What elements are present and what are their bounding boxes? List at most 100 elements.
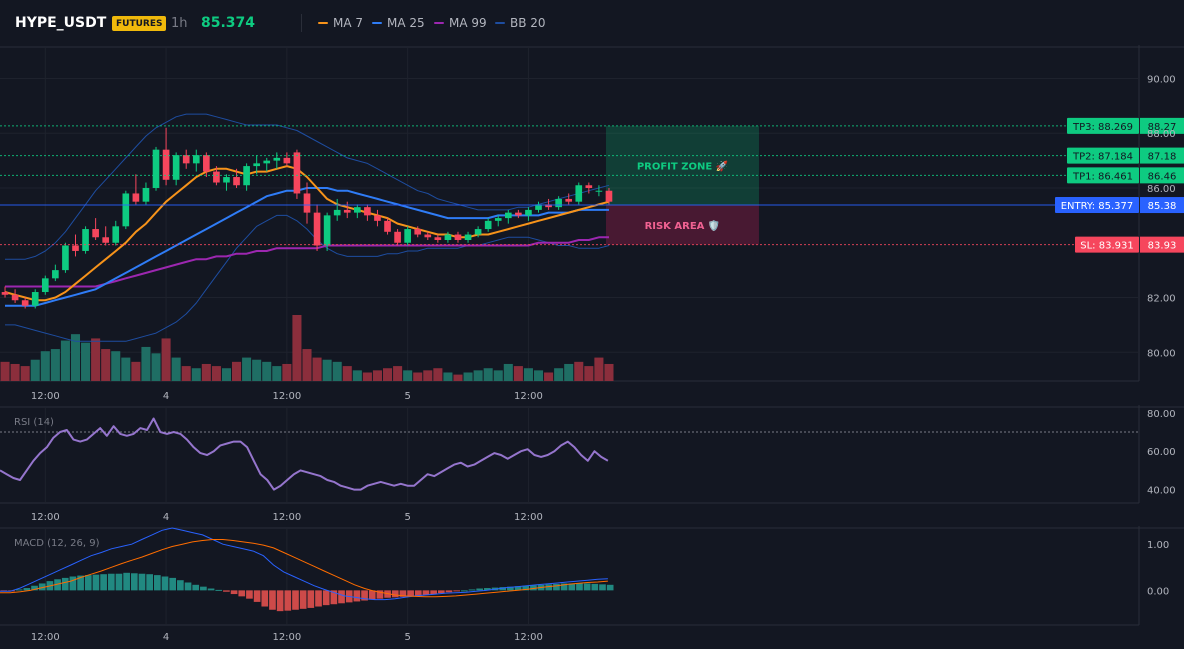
macd-histogram-bar xyxy=(368,590,376,600)
macd-histogram-bar xyxy=(414,590,422,596)
interval-label[interactable]: 1h xyxy=(171,15,188,31)
volume-bar xyxy=(362,372,372,381)
time-axis-label: 4 xyxy=(163,512,169,523)
macd-histogram-bar xyxy=(407,590,414,597)
candle-body xyxy=(605,190,613,202)
time-axis-label: 12:00 xyxy=(514,391,543,402)
price-axis-label: 88.00 xyxy=(1147,129,1176,140)
macd-histogram-bar xyxy=(430,590,437,595)
candle-body xyxy=(525,209,532,216)
symbol-name[interactable]: HYPE_USDT xyxy=(15,15,107,31)
candle-body xyxy=(172,155,180,180)
time-axis-label: 4 xyxy=(163,632,169,643)
time-axis-label: 4 xyxy=(163,391,169,402)
macd-histogram-bar xyxy=(246,590,253,599)
ma7-swatch-icon xyxy=(318,22,328,24)
volume-bar xyxy=(483,368,493,381)
volume-bar xyxy=(40,351,50,381)
risk-zone-label: RISK AREA 🛡️ xyxy=(645,219,721,232)
candle-body xyxy=(545,204,552,208)
volume-bar xyxy=(131,361,141,381)
volume-bar xyxy=(523,368,533,381)
candle-body xyxy=(575,185,583,202)
macd-histogram-bar xyxy=(376,590,384,599)
macd-histogram-bar xyxy=(560,583,568,591)
macd-histogram-bar xyxy=(31,585,38,591)
profit-zone-label: PROFIT ZONE 🚀 xyxy=(637,159,729,172)
legend-ma25[interactable]: MA 25 xyxy=(372,0,425,46)
volume-bar xyxy=(91,338,101,381)
candle-body xyxy=(565,198,573,202)
macd-histogram-bar xyxy=(130,573,138,591)
macd-title: MACD (12, 26, 9) xyxy=(14,538,100,549)
price-axis-label: 86.00 xyxy=(1147,184,1176,195)
volume-bar xyxy=(453,374,463,381)
macd-histogram-bar xyxy=(484,588,491,591)
macd-histogram-bar xyxy=(422,590,430,595)
time-axis-label: 5 xyxy=(404,512,410,523)
time-axis-label: 12:00 xyxy=(31,632,60,643)
legend-ma7[interactable]: MA 7 xyxy=(318,0,363,46)
candle-body xyxy=(494,218,502,221)
volume-bar xyxy=(302,349,312,381)
candle-body xyxy=(444,234,452,241)
macd-histogram-bar xyxy=(200,586,207,591)
level-axis-tag xyxy=(1140,197,1184,214)
volume-bar xyxy=(604,363,614,381)
candle-body xyxy=(102,237,110,243)
candle-body xyxy=(223,177,230,183)
volume-bar xyxy=(101,349,111,381)
macd-histogram-bar xyxy=(292,590,299,610)
volume-bar xyxy=(121,357,131,381)
candle-body xyxy=(354,207,361,213)
volume-bar xyxy=(111,351,121,381)
candles xyxy=(1,127,613,309)
volume-bar xyxy=(463,372,473,381)
macd-histogram-bar xyxy=(77,575,84,591)
legend-bb20[interactable]: BB 20 xyxy=(495,0,546,46)
macd-histogram-bar xyxy=(192,584,200,591)
axes: 90.00 88.00 86.00 82.00 80.00 12:00 4 12:00 5 12:… xyxy=(31,74,1176,643)
candle-body xyxy=(384,220,391,232)
price-axis-label: 82.00 xyxy=(1147,294,1176,305)
volume-bar xyxy=(262,361,272,381)
macd-histogram-bar xyxy=(507,586,514,591)
macd-histogram-bar xyxy=(276,590,284,612)
profit-zone xyxy=(605,125,759,206)
volume-bar xyxy=(544,372,554,381)
candle-body xyxy=(263,160,271,164)
macd-histogram-bar xyxy=(61,577,69,591)
candle-body xyxy=(82,229,89,251)
candle-body xyxy=(434,237,442,241)
macd-pane: MACD (12, 26, 9) 1.00 0.00 xyxy=(0,527,1169,612)
candle-body xyxy=(313,212,321,246)
grid xyxy=(0,45,1184,626)
macd-histogram-bar xyxy=(391,590,399,598)
candle-body xyxy=(31,292,39,306)
ma25-swatch-icon xyxy=(372,22,382,24)
candle-body xyxy=(464,234,472,241)
candle-body xyxy=(323,215,331,246)
legend-ma99[interactable]: MA 99 xyxy=(434,0,487,46)
candle-body xyxy=(203,155,210,172)
candle-body xyxy=(62,245,69,271)
legend-ma99-label: MA 99 xyxy=(449,16,487,30)
candle-body xyxy=(535,204,542,210)
volume-bar xyxy=(584,366,594,381)
macd-histogram-bar xyxy=(553,583,560,591)
rsi-pane: RSI (14) 80.00 60.00 40.00 xyxy=(0,409,1176,497)
macd-histogram-bar xyxy=(23,588,31,591)
candle-body xyxy=(92,229,99,238)
macd-histogram-bar xyxy=(476,588,484,591)
volume-bar xyxy=(181,366,191,381)
volume-bar xyxy=(0,361,10,381)
candle-body xyxy=(555,198,562,208)
volume-bar xyxy=(564,363,574,381)
volume-bar xyxy=(403,370,413,381)
macd-histogram-bar xyxy=(269,590,276,610)
candle-body xyxy=(213,171,220,183)
time-axis-label: 12:00 xyxy=(31,512,60,523)
volume-bar xyxy=(443,372,453,381)
level-tag xyxy=(1067,147,1139,164)
